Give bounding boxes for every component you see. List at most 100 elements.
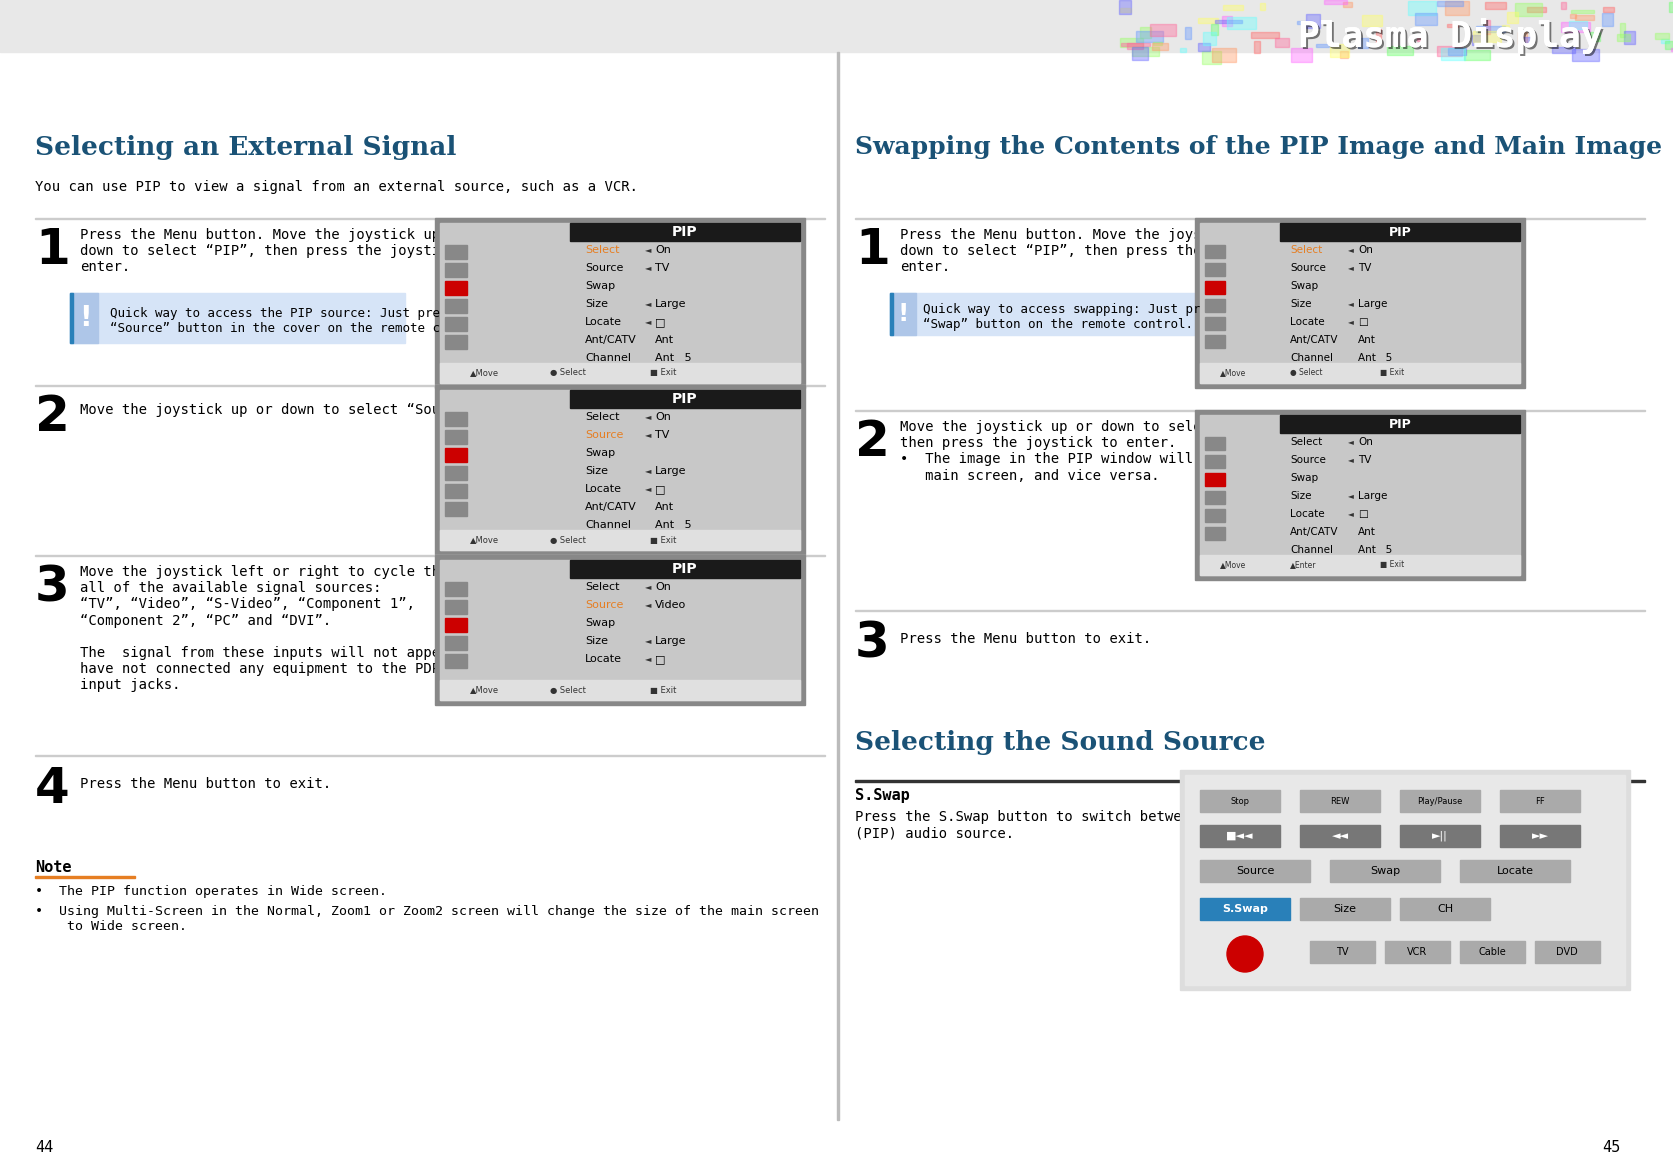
Text: Quick way to access swapping: Just press the
“Swap” button on the remote control: Quick way to access swapping: Just press… (922, 303, 1253, 331)
Text: On: On (1357, 437, 1372, 447)
Bar (1221, 16, 1231, 26)
Bar (1588, 32, 1599, 41)
Text: Channel: Channel (1290, 545, 1332, 555)
Bar (1300, 825, 1379, 847)
Bar (570, 559, 800, 578)
Text: Size: Size (584, 637, 607, 646)
Text: ▲Move: ▲Move (470, 686, 499, 695)
Bar (1665, 41, 1671, 49)
Text: Video: Video (654, 600, 686, 610)
Text: Quick way to access the PIP source: Just press
“Source” button in the cover on t: Quick way to access the PIP source: Just… (110, 307, 492, 335)
Text: On: On (1357, 245, 1372, 255)
Text: 45: 45 (1601, 1140, 1619, 1155)
Bar (1211, 48, 1235, 62)
Text: You can use PIP to view a signal from an external source, such as a VCR.: You can use PIP to view a signal from an… (35, 180, 637, 194)
Text: ● Select: ● Select (550, 535, 586, 544)
Text: ● Select: ● Select (1290, 368, 1322, 377)
Bar (890, 293, 1210, 335)
Bar (1526, 7, 1546, 12)
Text: ◄: ◄ (644, 654, 651, 663)
Text: Large: Large (654, 637, 686, 646)
Text: Large: Large (654, 299, 686, 310)
Bar (445, 654, 467, 668)
Text: Press the S.Swap button to switch between the Main or Sub
(PIP) audio source.: Press the S.Swap button to switch betwee… (855, 809, 1332, 840)
Bar (1501, 25, 1507, 30)
Text: 1: 1 (35, 225, 70, 274)
Text: Swapping the Contents of the PIP Image and Main Image: Swapping the Contents of the PIP Image a… (855, 135, 1661, 159)
Text: Large: Large (1357, 491, 1387, 501)
Bar (1338, 51, 1347, 58)
Text: Ant   5: Ant 5 (1357, 353, 1392, 363)
Bar (1619, 23, 1624, 37)
Bar (1149, 25, 1176, 36)
Bar (890, 293, 915, 335)
Bar (1484, 20, 1489, 34)
Text: On: On (654, 412, 671, 422)
Text: S.Swap: S.Swap (855, 788, 908, 804)
Bar (1484, 2, 1506, 9)
Text: Select: Select (584, 582, 619, 592)
Bar (1471, 35, 1482, 46)
Text: Plasma Display: Plasma Display (1297, 18, 1601, 54)
Bar (445, 245, 467, 259)
Bar (1253, 41, 1260, 53)
Text: Plasma Display: Plasma Display (1298, 20, 1603, 56)
Text: •  Using Multi-Screen in the Normal, Zoom1 or Zoom2 screen will change the size : • Using Multi-Screen in the Normal, Zoom… (35, 905, 818, 933)
Text: Source: Source (584, 600, 622, 610)
Text: Large: Large (1357, 299, 1387, 310)
Bar (1205, 317, 1225, 331)
Bar (1399, 825, 1479, 847)
Bar (1660, 39, 1668, 43)
Text: FF: FF (1534, 797, 1544, 806)
Text: ◄: ◄ (644, 582, 651, 591)
Bar (1472, 32, 1501, 42)
Bar (445, 502, 467, 516)
Bar (1407, 1, 1435, 15)
Text: ◄: ◄ (644, 484, 651, 493)
Bar (1205, 281, 1225, 294)
Text: ■ Exit: ■ Exit (649, 368, 676, 377)
Bar (1260, 4, 1265, 11)
Bar (1119, 39, 1143, 47)
Bar (1121, 43, 1149, 46)
Bar (1330, 44, 1348, 57)
Text: Source: Source (584, 430, 622, 440)
Bar (1517, 37, 1531, 43)
Bar (445, 484, 467, 498)
Text: TV: TV (1335, 947, 1347, 957)
Text: Swap: Swap (1290, 473, 1317, 484)
Bar (836, 53, 838, 1120)
Bar (440, 223, 800, 383)
Text: Select: Select (1290, 437, 1322, 447)
Bar (445, 449, 467, 463)
Bar (890, 293, 892, 335)
Bar (1195, 218, 1524, 388)
Text: 2: 2 (35, 392, 70, 442)
Text: 3: 3 (35, 563, 70, 611)
Text: Size: Size (1290, 299, 1310, 310)
Text: Ant   5: Ant 5 (1357, 545, 1392, 555)
Bar (1574, 15, 1593, 20)
Bar (1200, 555, 1519, 575)
Bar (1280, 415, 1519, 433)
Text: ◄: ◄ (644, 600, 651, 609)
Bar (1201, 51, 1220, 64)
Bar (445, 281, 467, 296)
Text: TV: TV (1357, 263, 1370, 273)
Bar (1205, 491, 1225, 505)
Bar (1200, 223, 1519, 383)
Text: Ant   5: Ant 5 (654, 353, 691, 363)
Bar (1315, 44, 1328, 47)
Text: □: □ (654, 317, 666, 327)
Text: ◄: ◄ (644, 430, 651, 439)
Text: Source: Source (1235, 865, 1273, 876)
Bar (1514, 4, 1541, 16)
Bar (1506, 12, 1517, 23)
Bar (445, 299, 467, 313)
Bar (1210, 25, 1218, 35)
Bar (445, 335, 467, 349)
Bar (1136, 32, 1163, 42)
Bar (1297, 21, 1312, 25)
Bar (1118, 0, 1131, 14)
Bar (1357, 39, 1367, 48)
